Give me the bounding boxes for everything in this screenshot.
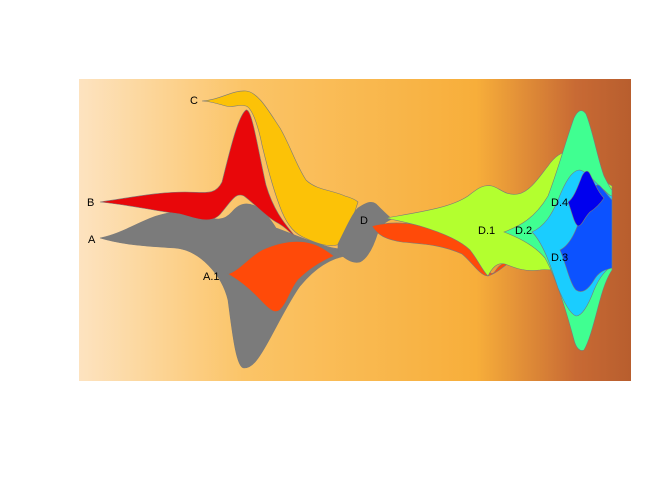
stream-b [99, 109, 301, 241]
series-label: D.1 [478, 225, 495, 237]
series-label: C [190, 95, 198, 107]
series-label: D.2 [515, 225, 532, 237]
series-label: D.4 [551, 197, 568, 209]
stream-a1 [227, 241, 335, 312]
series-label: D.3 [551, 252, 568, 264]
series-label: D [360, 215, 368, 227]
series-label: B [87, 197, 94, 209]
series-label: A.1 [203, 271, 220, 283]
stream-d4-top [567, 170, 605, 227]
series-label: A [88, 234, 96, 246]
